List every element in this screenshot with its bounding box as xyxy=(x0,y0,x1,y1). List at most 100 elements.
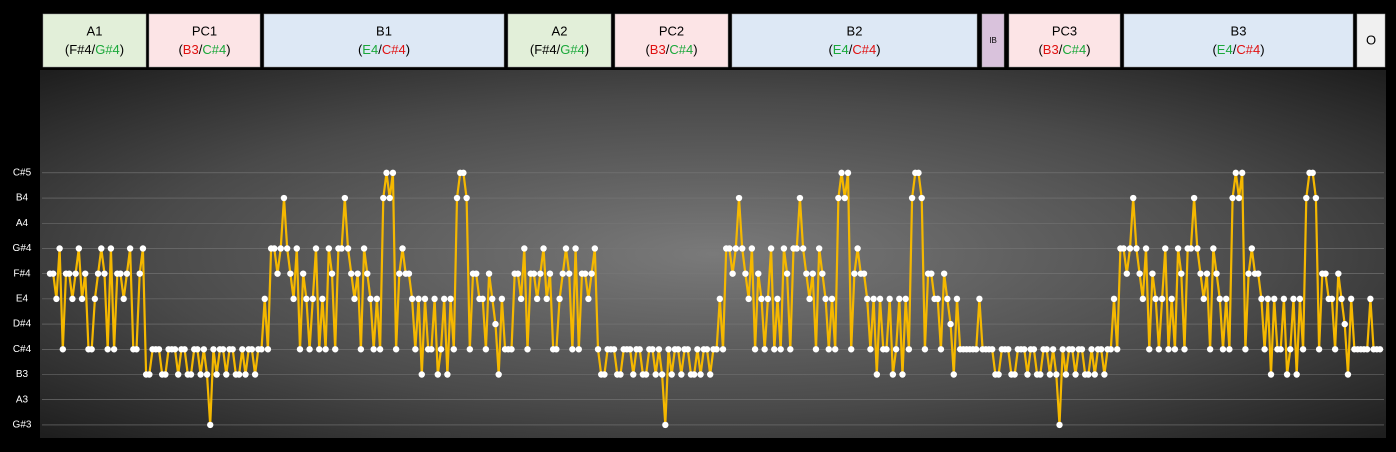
pitch-point xyxy=(332,346,339,353)
pitch-point xyxy=(1328,295,1336,303)
note-paren: ) xyxy=(1086,42,1090,57)
pitch-point xyxy=(617,371,624,378)
pitch-point xyxy=(287,270,294,277)
pitch-point xyxy=(450,346,458,353)
note-paren: ) xyxy=(226,42,230,57)
pitch-point xyxy=(389,169,397,177)
pitch-point xyxy=(489,295,496,303)
pitch-point xyxy=(444,371,451,378)
pitch-point xyxy=(1139,295,1147,303)
pitch-point xyxy=(1046,371,1054,378)
pitch-point xyxy=(848,346,855,353)
pitch-point xyxy=(1341,320,1348,328)
pitch-point xyxy=(1178,270,1185,277)
pitch-point xyxy=(1059,346,1066,353)
note-paren: ( xyxy=(358,42,363,57)
pitch-point xyxy=(1149,270,1156,277)
section-name: PC1 xyxy=(192,23,217,38)
pitch-point xyxy=(1120,245,1127,252)
pitch-point xyxy=(1197,270,1204,277)
pitch-point xyxy=(1072,371,1079,378)
pitch-point xyxy=(588,270,595,277)
pitch-point xyxy=(908,194,916,202)
pitch-point xyxy=(110,346,118,353)
y-tick-label: E4 xyxy=(16,294,29,305)
note: E4 xyxy=(362,42,378,57)
pitch-point xyxy=(101,270,108,277)
note-paren: ) xyxy=(585,42,589,57)
pitch-point xyxy=(399,245,406,252)
section-box xyxy=(148,13,261,68)
pitch-point xyxy=(194,346,201,353)
pitch-point xyxy=(591,245,599,252)
pitch-point xyxy=(1114,346,1121,353)
pitch-point xyxy=(934,295,941,303)
pitch-point xyxy=(1315,346,1323,353)
pitch-point xyxy=(1277,346,1284,353)
pitch-point xyxy=(376,346,384,353)
pitch-point xyxy=(258,346,265,353)
pitch-point xyxy=(1229,194,1236,202)
pitch-point xyxy=(1222,295,1230,303)
pitch-point xyxy=(742,270,749,277)
y-tick-label: G#4 xyxy=(13,243,32,254)
pitch-point xyxy=(726,245,733,252)
pitch-point xyxy=(418,371,425,378)
pitch-point xyxy=(562,245,570,252)
pitch-point xyxy=(668,371,675,378)
pitch-point xyxy=(280,194,288,202)
pitch-point xyxy=(155,346,163,353)
pitch-point xyxy=(822,295,829,303)
pitch-point xyxy=(771,346,778,353)
pitch-point xyxy=(229,346,236,353)
pitch-point xyxy=(88,346,95,353)
note: G#4 xyxy=(95,42,120,57)
pitch-point xyxy=(1069,346,1076,353)
pitch-point xyxy=(75,245,83,252)
pitch-point xyxy=(1078,346,1086,353)
pitch-point xyxy=(53,295,60,303)
pitch-point xyxy=(662,421,669,429)
pitch-point xyxy=(649,346,656,353)
pitch-point xyxy=(838,169,845,177)
pitch-point xyxy=(341,194,349,202)
pitch-point xyxy=(1363,346,1371,353)
pitch-point xyxy=(799,245,807,252)
pitch-point xyxy=(1062,371,1070,378)
section-name: O xyxy=(1366,32,1376,47)
pitch-point xyxy=(482,346,490,353)
section-box xyxy=(42,13,147,68)
pitch-point xyxy=(876,295,884,303)
pitch-point xyxy=(674,346,682,353)
pitch-point xyxy=(976,295,983,303)
pitch-point xyxy=(594,346,602,353)
pitch-point xyxy=(972,346,980,353)
pitch-point xyxy=(98,245,105,252)
pitch-point xyxy=(1130,194,1137,202)
pitch-point xyxy=(517,295,525,303)
note-separator: / xyxy=(1233,42,1237,57)
pitch-point xyxy=(989,346,996,353)
pitch-point xyxy=(492,320,499,328)
pitch-point xyxy=(899,371,906,378)
pitch-point xyxy=(319,295,326,303)
section-notes: (B3/C#4) xyxy=(178,42,230,57)
pitch-point xyxy=(508,346,515,353)
pitch-point xyxy=(569,346,576,353)
pitch-point xyxy=(764,295,772,303)
pitch-point xyxy=(1005,346,1012,353)
note-paren: ( xyxy=(530,42,535,57)
pitch-point xyxy=(1203,270,1211,277)
pitch-point xyxy=(415,295,422,303)
pitch-point xyxy=(812,346,820,353)
note-paren: ( xyxy=(65,42,70,57)
pitch-point xyxy=(66,270,73,277)
pitch-point xyxy=(203,371,211,378)
pitch-point xyxy=(543,295,550,303)
y-tick-label: G#3 xyxy=(13,420,32,431)
pitch-point xyxy=(825,346,832,353)
pitch-point xyxy=(312,245,320,252)
section-notes: (E4/C#4) xyxy=(828,42,880,57)
pitch-point xyxy=(601,371,608,378)
pitch-point xyxy=(434,371,441,378)
